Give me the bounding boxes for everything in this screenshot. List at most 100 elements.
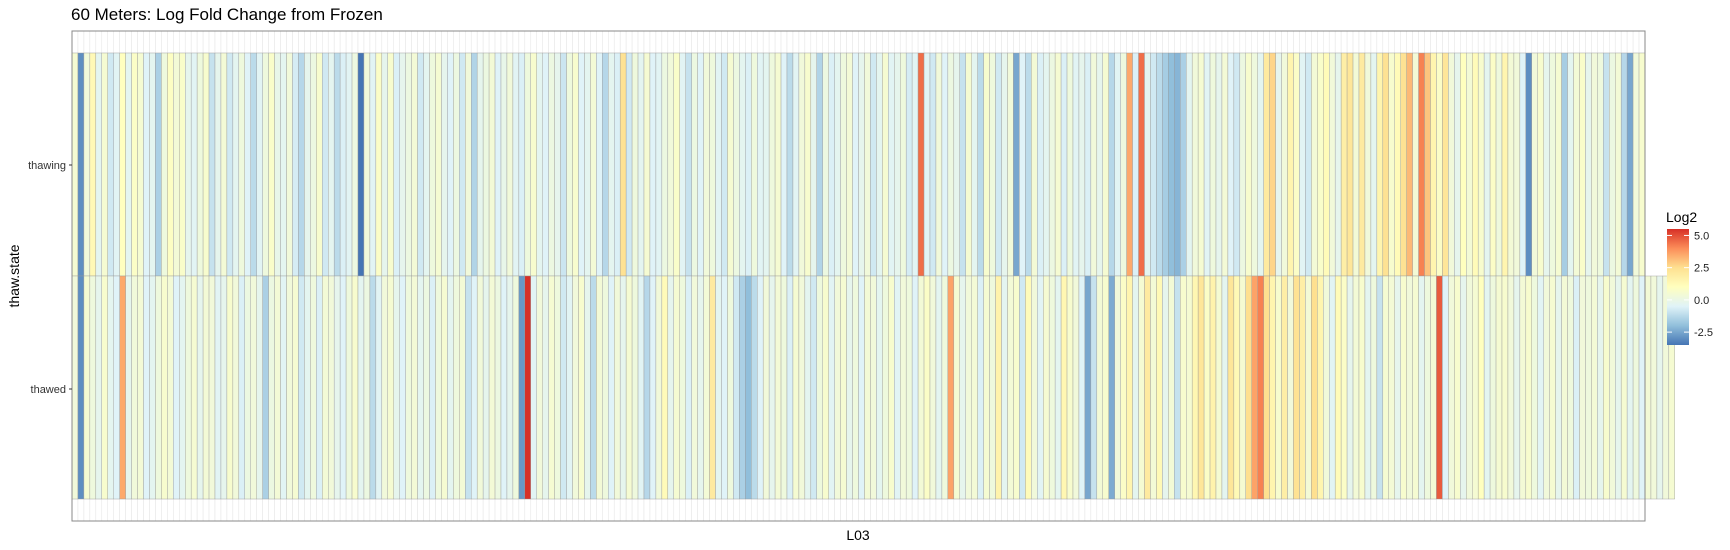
empty-grid-cell [602, 498, 609, 522]
heatmap-cell-thawed [1019, 275, 1026, 500]
empty-grid-cell [1162, 498, 1169, 522]
heatmap-cell-thawing [1263, 52, 1270, 277]
heatmap-cell-thawing [1162, 52, 1169, 277]
empty-grid-cell [631, 30, 639, 54]
heatmap-cell-thawing [1537, 52, 1544, 277]
empty-grid-cell [751, 498, 758, 522]
heatmap-cell-thawed [1597, 275, 1604, 500]
heatmap-cell-thawed [792, 275, 800, 500]
heatmap-cell-thawed [882, 275, 889, 500]
x-axis-title: L03 [846, 527, 870, 543]
heatmap-cell-thawed [482, 275, 490, 500]
empty-grid-cell [1495, 30, 1503, 54]
heatmap-cell-thawed [1537, 275, 1544, 500]
empty-grid-cell [143, 30, 150, 54]
heatmap-cell-thawing [339, 52, 347, 277]
empty-grid-cell [536, 498, 543, 522]
empty-grid-cell [1180, 30, 1187, 54]
empty-grid-cell [1209, 498, 1217, 522]
empty-grid-cell [888, 30, 895, 54]
heatmap-cell-thawing [214, 52, 222, 277]
heatmap-cell-thawed [929, 275, 937, 500]
empty-grid-cell [1251, 30, 1258, 54]
empty-grid-cell [685, 498, 692, 522]
heatmap-cell-thawing [1043, 52, 1050, 277]
heatmap-cell-thawed [387, 275, 394, 500]
heatmap-cell-thawed [304, 275, 311, 500]
empty-grid-cell [905, 498, 913, 522]
empty-grid-cell [101, 30, 108, 54]
empty-grid-cell [590, 498, 597, 522]
empty-grid-cell [840, 498, 847, 522]
heatmap-cell-thawed [876, 275, 883, 500]
empty-grid-cell [1525, 30, 1533, 54]
empty-grid-cell [792, 30, 800, 54]
heatmap-cell-thawed [262, 275, 269, 500]
empty-grid-cell [542, 30, 549, 54]
heatmap-cell-thawed [1203, 275, 1211, 500]
empty-grid-cell [762, 498, 770, 522]
heatmap-cell-thawing [870, 52, 877, 277]
heatmap-cell-thawed [691, 275, 698, 500]
heatmap-cell-thawing [1180, 52, 1187, 277]
empty-grid-cell [292, 30, 299, 54]
empty-grid-cell [1418, 30, 1425, 54]
empty-grid-cell [1489, 498, 1497, 522]
empty-grid-cell [196, 30, 204, 54]
heatmap-cell-thawed [417, 275, 424, 500]
empty-grid-cell [1424, 498, 1431, 522]
empty-grid-cell [1549, 30, 1556, 54]
y-tick-label-thawing: thawing [28, 160, 66, 172]
empty-grid-cell [709, 498, 716, 522]
heatmap-cell-thawed [1048, 275, 1056, 500]
empty-grid-cell [357, 498, 365, 522]
empty-grid-cell [703, 498, 710, 522]
empty-grid-cell [1007, 498, 1014, 522]
empty-grid-cell [1114, 498, 1121, 522]
heatmap-cell-thawed [1412, 275, 1419, 500]
empty-grid-cell [1543, 30, 1550, 54]
heatmap-cell-thawed [774, 275, 782, 500]
heatmap-cell-thawed [1305, 275, 1312, 500]
heatmap-cell-thawing [673, 52, 680, 277]
empty-grid-cell [643, 498, 651, 522]
empty-grid-cell [762, 30, 770, 54]
empty-grid-cell [1424, 30, 1431, 54]
heatmap-cell-thawed [1263, 275, 1270, 500]
empty-grid-cell [1358, 30, 1366, 54]
heatmap-cell-thawed [1400, 275, 1407, 500]
heatmap-cell-thawing [357, 52, 365, 277]
empty-grid-cell [1370, 30, 1378, 54]
heatmap-cell-thawed [322, 275, 329, 500]
empty-grid-cell [548, 498, 555, 522]
empty-grid-cell [578, 498, 585, 522]
heatmap-cell-thawing [226, 52, 234, 277]
empty-grid-cell [1126, 30, 1133, 54]
heatmap-cell-thawed [697, 275, 704, 500]
empty-grid-cell [935, 498, 943, 522]
heatmap-cell-thawing [137, 52, 144, 277]
empty-grid-cell [369, 30, 377, 54]
heatmap-cell-thawed [1072, 275, 1080, 500]
empty-grid-cell [971, 498, 978, 522]
empty-grid-cell [155, 30, 162, 54]
empty-grid-cell [1543, 498, 1550, 522]
heatmap-cell-thawed [828, 275, 835, 500]
empty-grid-cell [1531, 30, 1538, 54]
empty-grid-cell [137, 30, 144, 54]
empty-grid-cell [1019, 498, 1026, 522]
heatmap-cell-thawing [637, 52, 645, 277]
empty-grid-cell [494, 30, 502, 54]
heatmap-cell-thawed [715, 275, 722, 500]
empty-grid-cell [494, 498, 502, 522]
heatmap-cell-thawing [125, 52, 132, 277]
heatmap-cell-thawing [1388, 52, 1395, 277]
empty-grid-cell [1263, 498, 1270, 522]
empty-grid-cell [238, 498, 246, 522]
heatmap-cell-thawed [1090, 275, 1098, 500]
empty-grid-cell [1412, 498, 1419, 522]
empty-grid-cell [149, 498, 156, 522]
heatmap-cell-thawing [506, 52, 514, 277]
empty-grid-cell [1317, 498, 1324, 522]
